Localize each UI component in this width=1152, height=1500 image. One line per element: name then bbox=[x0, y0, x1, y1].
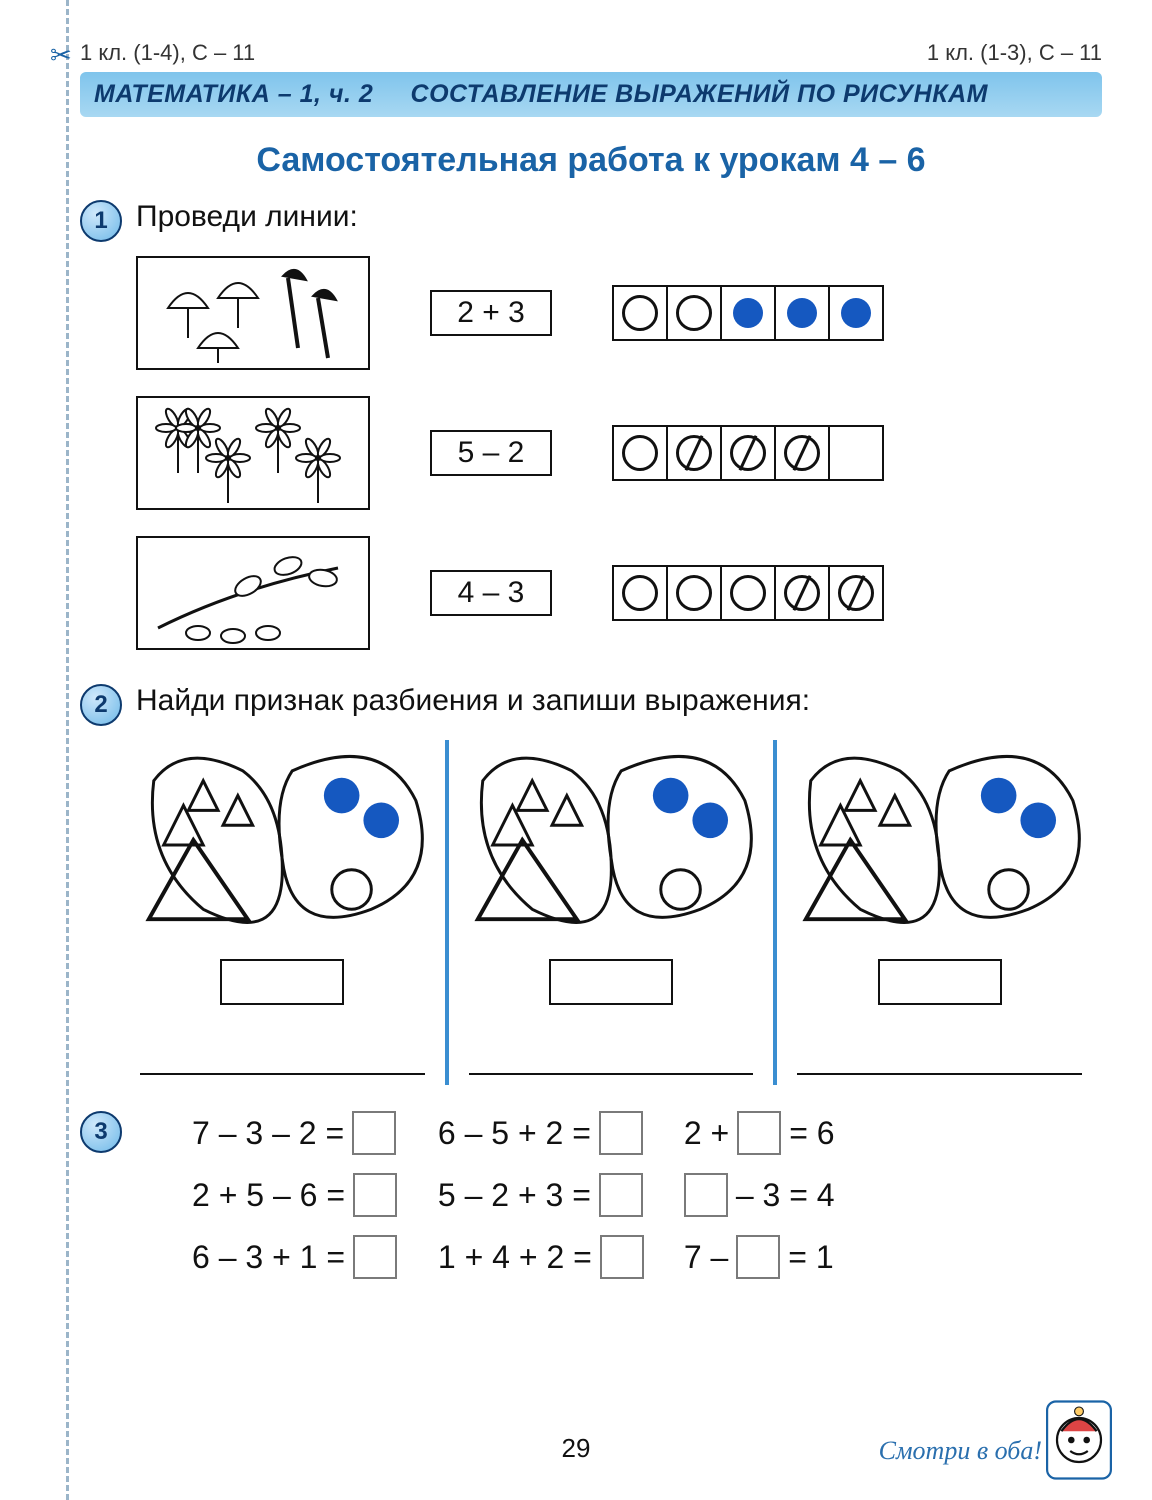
banner-right: СОСТАВЛЕНИЕ ВЫРАЖЕНИЙ ПО РИСУНКАМ bbox=[411, 80, 988, 108]
task2-column bbox=[773, 740, 1102, 1085]
page-title: Самостоятельная работа к урокам 4 – 6 bbox=[80, 141, 1102, 180]
picture-umbrellas bbox=[136, 256, 370, 370]
cell bbox=[612, 425, 668, 481]
banner: МАТЕМАТИКА – 1, ч. 2 СОСТАВЛЕНИЕ ВЫРАЖЕН… bbox=[80, 72, 1102, 117]
shapes-diagram bbox=[791, 740, 1088, 950]
task1-row: 2 + 3 bbox=[136, 256, 1102, 370]
task1-row: 4 – 3 bbox=[136, 536, 1102, 650]
cut-line bbox=[66, 0, 69, 1500]
cell-strip bbox=[612, 565, 884, 621]
task1-rows: 2 + 3 5 – 2 4 – 3 bbox=[136, 256, 1102, 650]
header-left: 1 кл. (1-4), С – 11 bbox=[80, 40, 255, 66]
expression-box: 5 – 2 bbox=[430, 430, 552, 476]
task2-text: Найди признак разбиения и запиши выражен… bbox=[136, 684, 810, 718]
cell bbox=[666, 565, 722, 621]
task2-column bbox=[120, 740, 445, 1085]
equation: 6 – 3 + 1 = bbox=[192, 1235, 398, 1279]
cell-strip bbox=[612, 285, 884, 341]
cell bbox=[828, 425, 884, 481]
answer-square[interactable] bbox=[599, 1173, 643, 1217]
answer-box[interactable] bbox=[549, 959, 673, 1005]
cell-strip bbox=[612, 425, 884, 481]
equation: 1 + 4 + 2 = bbox=[438, 1235, 644, 1279]
cell bbox=[774, 425, 830, 481]
cell bbox=[720, 565, 776, 621]
header-right: 1 кл. (1-3), С – 11 bbox=[927, 40, 1102, 66]
answer-box[interactable] bbox=[878, 959, 1002, 1005]
expression-box: 2 + 3 bbox=[430, 290, 552, 336]
shapes-diagram bbox=[463, 740, 760, 950]
equation: 7 – 3 – 2 = bbox=[192, 1111, 398, 1155]
answer-square[interactable] bbox=[353, 1173, 397, 1217]
answer-square[interactable] bbox=[600, 1235, 644, 1279]
answer-square[interactable] bbox=[599, 1111, 643, 1155]
answer-square[interactable] bbox=[353, 1235, 397, 1279]
answer-square[interactable] bbox=[684, 1173, 728, 1217]
back-note: Смотри в оба! bbox=[879, 1436, 1042, 1466]
cell bbox=[828, 285, 884, 341]
picture-branch bbox=[136, 536, 370, 650]
banner-left: МАТЕМАТИКА – 1, ч. 2 bbox=[94, 80, 373, 108]
equation: – 3 = 4 bbox=[684, 1173, 890, 1217]
cell bbox=[774, 285, 830, 341]
cell bbox=[666, 285, 722, 341]
task2-column bbox=[445, 740, 774, 1085]
answer-square[interactable] bbox=[737, 1111, 781, 1155]
task1-badge: 1 bbox=[80, 200, 122, 242]
equation: 2 + 5 – 6 = bbox=[192, 1173, 398, 1217]
answer-box[interactable] bbox=[220, 959, 344, 1005]
mascot-icon bbox=[1046, 1400, 1112, 1480]
answer-line[interactable] bbox=[797, 1023, 1082, 1075]
task2-badge: 2 bbox=[80, 684, 122, 726]
answer-square[interactable] bbox=[736, 1235, 780, 1279]
expression-box: 4 – 3 bbox=[430, 570, 552, 616]
task3-badge: 3 bbox=[80, 1111, 122, 1153]
cell bbox=[720, 285, 776, 341]
equation: 6 – 5 + 2 = bbox=[438, 1111, 644, 1155]
page-number: 29 bbox=[562, 1433, 591, 1464]
task1-text: Проведи линии: bbox=[136, 200, 358, 234]
cell bbox=[720, 425, 776, 481]
task3-grid: 7 – 3 – 2 = 6 – 5 + 2 = 2 + = 6 2 + 5 – 6… bbox=[192, 1111, 890, 1279]
scissors-icon: ✂ bbox=[50, 40, 72, 71]
equation: 2 + = 6 bbox=[684, 1111, 890, 1155]
task2-groups bbox=[120, 740, 1102, 1085]
answer-square[interactable] bbox=[352, 1111, 396, 1155]
equation: 7 – = 1 bbox=[684, 1235, 890, 1279]
shapes-diagram bbox=[134, 740, 431, 950]
answer-line[interactable] bbox=[140, 1023, 425, 1075]
cell bbox=[612, 285, 668, 341]
task1-row: 5 – 2 bbox=[136, 396, 1102, 510]
cell bbox=[612, 565, 668, 621]
cell bbox=[828, 565, 884, 621]
picture-flowers bbox=[136, 396, 370, 510]
answer-line[interactable] bbox=[469, 1023, 754, 1075]
cell bbox=[666, 425, 722, 481]
equation: 5 – 2 + 3 = bbox=[438, 1173, 644, 1217]
cell bbox=[774, 565, 830, 621]
